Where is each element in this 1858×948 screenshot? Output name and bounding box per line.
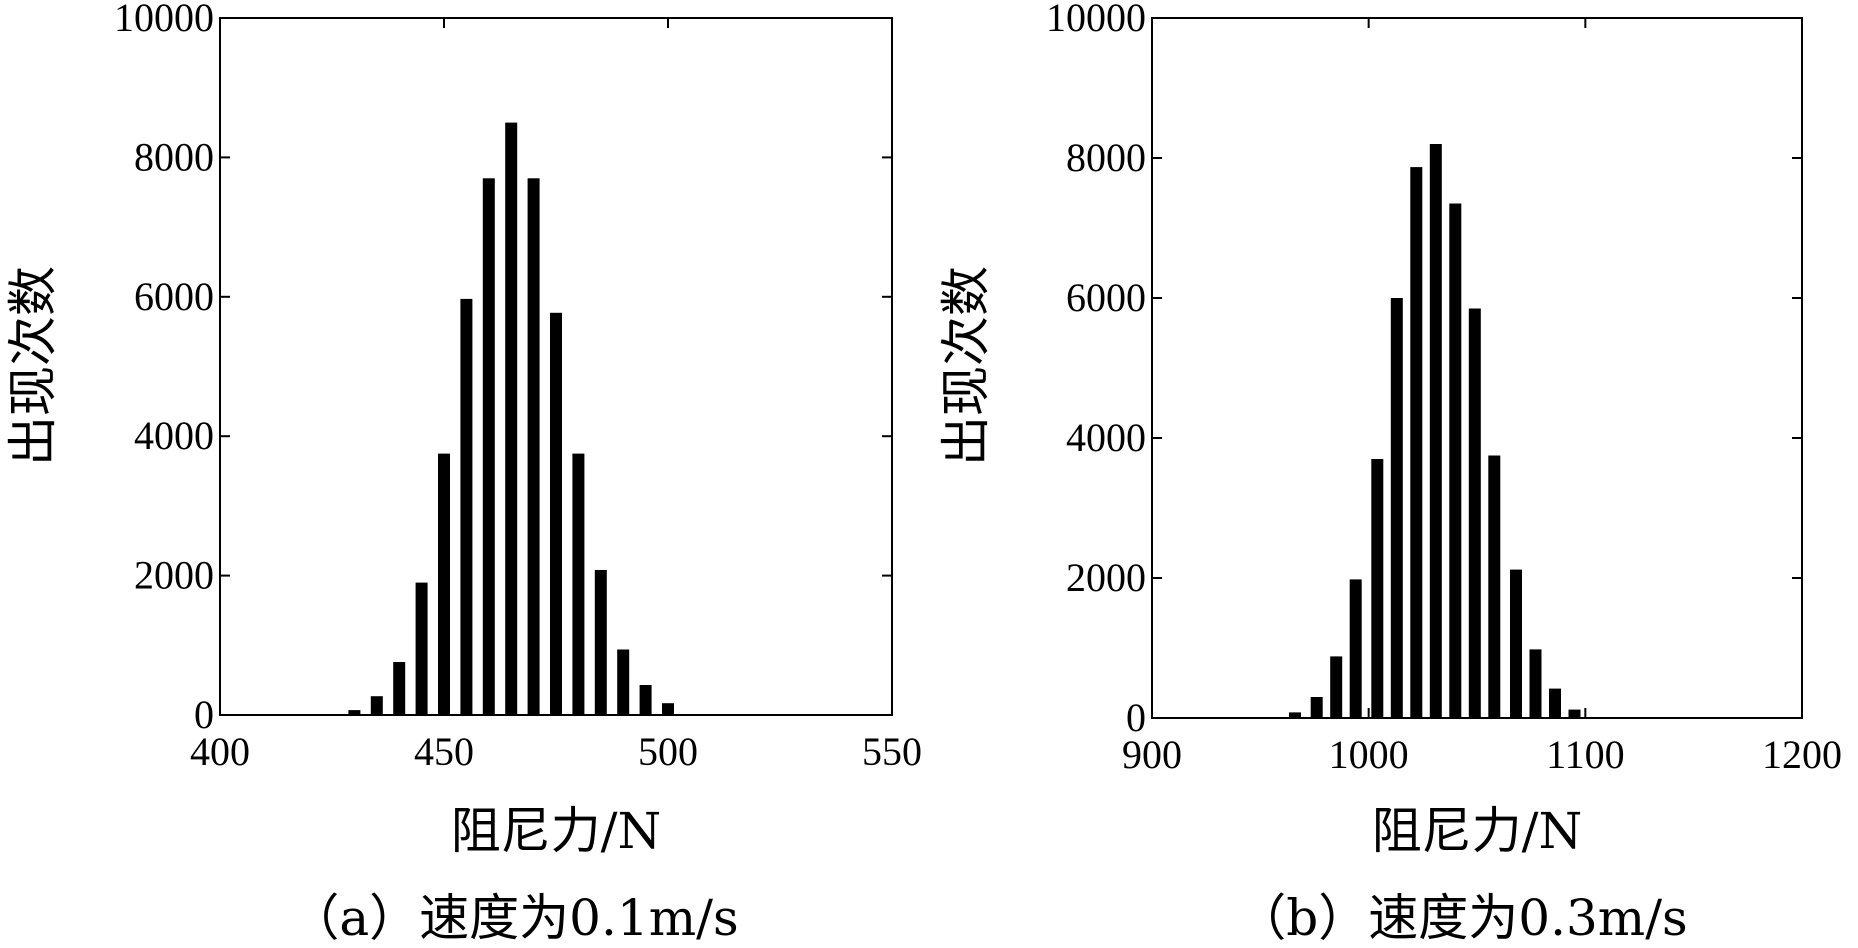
bars-a (348, 122, 674, 716)
bar-b-8 (1449, 203, 1462, 718)
bar-b-2 (1330, 656, 1343, 718)
bar-b-3 (1349, 579, 1362, 718)
bar-b-12 (1529, 649, 1542, 718)
x-axis-ticks-a: 400 450 500 550 (190, 18, 922, 774)
bar-a-10 (572, 453, 585, 715)
x-tick-label-a-0: 400 (190, 729, 250, 774)
bar-a-6 (482, 178, 495, 716)
bar-a-1 (370, 696, 383, 715)
bar-b-9 (1468, 308, 1481, 718)
y-axis-label-a: 出现次数 (4, 266, 62, 466)
bar-b-13 (1549, 688, 1561, 718)
y-tick-label-b-2: 4000 (1066, 415, 1146, 460)
bar-a-0 (348, 710, 361, 715)
x-axis-label-b: 阻尼力/N (1372, 802, 1583, 860)
y-tick-label-a-5: 10000 (114, 0, 214, 40)
x-axis-ticks-b: 900 1000 1100 1200 (1122, 18, 1842, 777)
y-tick-label-b-5: 10000 (1046, 0, 1146, 40)
y-tick-label-a-3: 6000 (134, 274, 214, 319)
bar-b-10 (1488, 455, 1501, 718)
y-axis-ticks-b: 0 2000 4000 6000 8000 10000 (1046, 0, 1802, 740)
y-tick-label-b-0: 0 (1126, 695, 1146, 740)
y-tick-label-b-4: 8000 (1066, 135, 1146, 180)
bar-a-13 (639, 685, 652, 715)
bar-a-5 (460, 298, 473, 715)
caption-a: （a）速度为0.1m/s (289, 889, 738, 947)
y-axis-ticks-a: 0 2000 4000 6000 8000 10000 (114, 0, 892, 737)
bar-b-4 (1371, 459, 1384, 718)
x-tick-label-a-3: 550 (862, 729, 922, 774)
bar-b-6 (1410, 167, 1423, 719)
panel-b: 0 2000 4000 6000 8000 10000 900 1000 1100 1200 出… (937, 0, 1842, 947)
y-tick-label-a-4: 8000 (134, 134, 214, 179)
bar-b-14 (1568, 709, 1581, 718)
x-tick-label-a-1: 450 (414, 729, 474, 774)
x-tick-label-b-0: 900 (1122, 732, 1182, 777)
bar-a-3 (415, 582, 428, 715)
x-tick-label-b-3: 1200 (1762, 732, 1842, 777)
bar-a-11 (594, 570, 607, 715)
x-axis-label-a: 阻尼力/N (451, 802, 662, 860)
bar-a-2 (393, 662, 406, 715)
y-tick-label-b-3: 6000 (1066, 275, 1146, 320)
y-tick-label-b-1: 2000 (1066, 555, 1146, 600)
y-tick-label-a-1: 2000 (134, 553, 214, 598)
y-tick-label-a-0: 0 (194, 692, 214, 737)
x-tick-label-b-2: 1100 (1546, 732, 1625, 777)
x-tick-label-b-1: 1000 (1329, 732, 1409, 777)
panel-a: 0 2000 4000 6000 8000 10000 400 450 500 550 出现次数… (4, 0, 922, 947)
bar-a-4 (438, 453, 450, 715)
bar-b-0 (1289, 712, 1301, 718)
bar-a-8 (527, 178, 540, 716)
y-axis-label-b: 出现次数 (937, 266, 995, 466)
bar-a-7 (505, 122, 518, 716)
caption-b: （b）速度为0.3m/s (1236, 889, 1687, 947)
bars-b (1289, 144, 1581, 719)
bar-a-9 (550, 312, 562, 715)
bar-b-11 (1510, 569, 1522, 718)
y-tick-label-a-2: 4000 (134, 413, 214, 458)
bar-b-7 (1429, 144, 1442, 718)
x-tick-label-a-2: 500 (638, 729, 698, 774)
bar-a-12 (617, 649, 630, 715)
bar-b-1 (1310, 697, 1323, 718)
bar-b-5 (1390, 298, 1403, 718)
